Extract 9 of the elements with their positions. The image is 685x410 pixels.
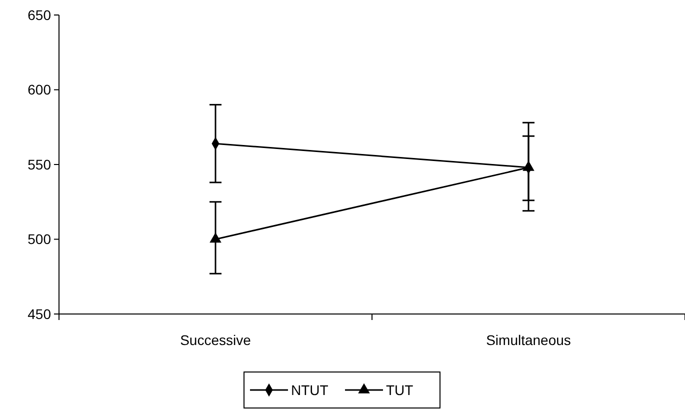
- y-tick-label: 500: [28, 231, 52, 248]
- legend-label: TUT: [386, 382, 414, 398]
- x-tick-label: Successive: [180, 332, 252, 348]
- legend-label: NTUT: [291, 382, 329, 398]
- y-tick-label: 450: [28, 306, 52, 322]
- y-tick-label: 550: [28, 156, 52, 172]
- y-tick-label: 600: [28, 82, 52, 98]
- y-tick-label: 650: [28, 6, 52, 23]
- x-tick-label: Simultaneous: [486, 332, 571, 348]
